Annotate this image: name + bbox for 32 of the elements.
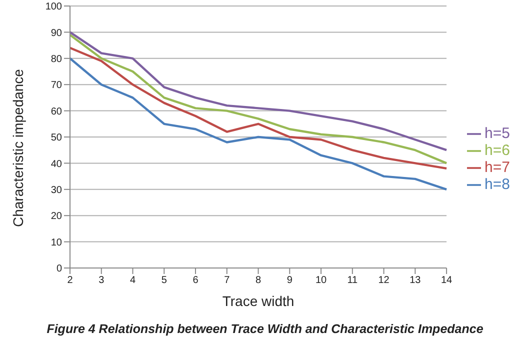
x-tick-label: 13 [410,275,422,286]
line-series [68,57,448,190]
x-tick-label: 4 [130,275,136,286]
y-tick-label: 80 [50,54,62,65]
x-tick-label: 2 [67,275,74,286]
x-tick-label: 11 [347,275,358,286]
y-tick-label: 30 [50,184,62,196]
y-tick-label: 90 [50,28,62,39]
y-tick-label: 70 [50,80,62,92]
y-tick-label: 100 [45,2,62,13]
x-tick-label: 10 [315,275,328,286]
x-tick-label: 7 [224,275,230,286]
y-tick-label: 60 [50,106,62,118]
y-axis-title: Characteristic impedance [10,68,26,227]
legend-label: h=7 [484,159,510,176]
y-tick-label: 10 [50,237,62,248]
x-tick-label: 5 [161,275,168,286]
legend-label: h=5 [484,125,510,142]
legend-label: h=6 [484,142,510,159]
legend-label: h=8 [484,176,510,193]
x-tick-label: 3 [98,275,105,286]
y-tick-label: 40 [50,158,62,170]
y-tick-label: 20 [50,211,62,222]
y-tick-label: 50 [50,132,62,144]
x-tick-label: 9 [286,275,293,286]
x-tick-label: 6 [192,275,199,286]
caption: Figure 4 Relationship between Trace Width and Characteristic Impedance [46,322,484,336]
x-tick-label: 12 [378,275,390,286]
y-tick-label: 0 [56,264,62,275]
x-tick-label: 14 [440,275,453,286]
x-axis-title: Trace width [222,293,294,309]
x-tick-label: 8 [255,275,262,286]
